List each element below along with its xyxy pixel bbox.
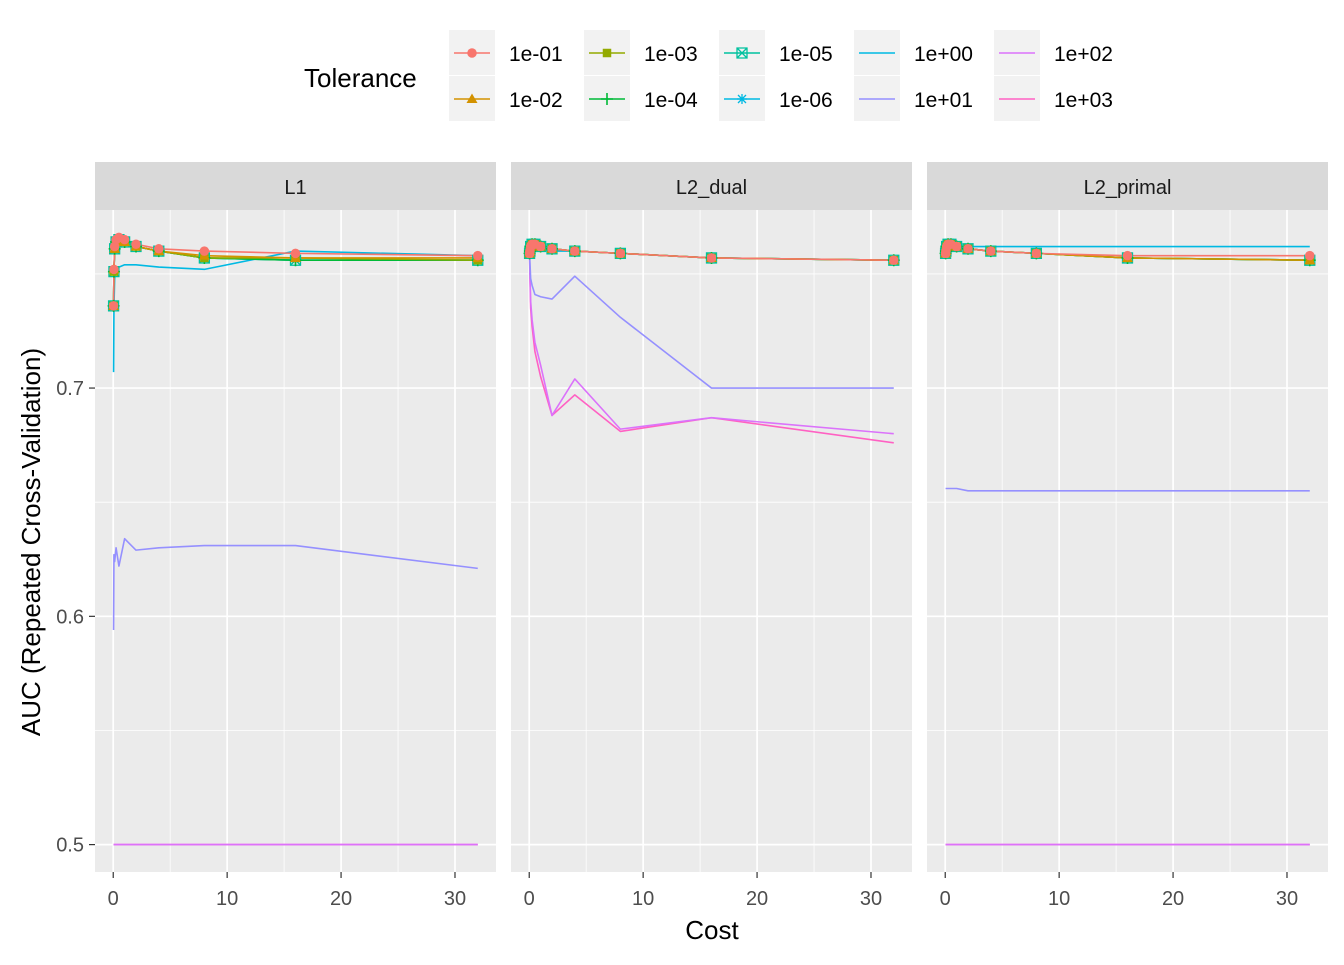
- legend-label: 1e-02: [509, 89, 563, 112]
- legend-label: 1e+03: [1054, 89, 1113, 112]
- legend-key-marker: [736, 47, 748, 59]
- legend-label: 1e+02: [1054, 43, 1113, 66]
- x-axis-title: Cost: [685, 915, 739, 945]
- x-tick-label: 0: [940, 888, 951, 910]
- axes: 0 10 20 30 0 10 20 30 0 10 20 30 0.5 0.6 0.7: [56, 378, 1298, 910]
- legend-label: 1e-05: [779, 43, 833, 66]
- legend-entry-1e-00: 1e+00: [854, 30, 973, 75]
- y-axis: 0.5 0.6 0.7: [56, 378, 95, 857]
- data-point: [108, 301, 119, 311]
- x-tick-label: 10: [216, 888, 238, 910]
- legend-entry-1e-02: 1e+02: [994, 30, 1113, 75]
- series-line-l2-dual-1e-01: [528, 253, 894, 389]
- x-tick-label: 20: [746, 888, 768, 910]
- data-point: [547, 244, 557, 254]
- legend-entry-1e-04: 1e-04: [584, 76, 698, 121]
- legend-entry-1e-03: 1e+03: [994, 76, 1113, 121]
- gridlines-l2-dual: [511, 210, 912, 872]
- strip-l1: [95, 162, 496, 210]
- legend-key-marker: [467, 48, 477, 58]
- legend-title: Tolerance: [304, 63, 417, 93]
- data-point: [131, 239, 141, 249]
- legend-label: 1e-06: [779, 89, 833, 112]
- legend-key-marker: [466, 93, 478, 103]
- legend-entry-1e-01: 1e+01: [854, 76, 973, 121]
- data-point: [615, 248, 626, 259]
- legend-entry-1e-02: 1e-02: [449, 76, 563, 121]
- legend-label: 1e+00: [914, 43, 973, 66]
- data-point: [535, 241, 546, 252]
- strip-label-l1: L1: [284, 177, 306, 199]
- facet-panels: L1 L2_dual L2_primal: [95, 162, 1328, 872]
- x-tick-label: 20: [330, 888, 352, 910]
- strip-label-l2-dual: L2_dual: [676, 177, 747, 199]
- data-point: [290, 248, 301, 259]
- panel-l2-primal: L2_primal: [927, 162, 1328, 872]
- series-points-l1-1e-01: [108, 232, 483, 311]
- data-point: [986, 246, 996, 256]
- x-tick-label: 10: [1048, 888, 1070, 910]
- plot-background-l2-dual: [511, 210, 912, 872]
- x-tick-label: 0: [524, 888, 535, 910]
- y-tick-label: 0.6: [56, 606, 84, 628]
- x-tick-label: 10: [632, 888, 654, 910]
- data-point: [1122, 250, 1133, 261]
- legend-entry-1e-01: 1e-01: [449, 30, 563, 75]
- series-line-l2-dual-1e-02: [528, 253, 894, 435]
- x-axis-l1: 0 10 20 30: [108, 872, 466, 910]
- legend-label: 1e-03: [644, 43, 698, 66]
- data-point: [706, 253, 717, 263]
- x-tick-label: 30: [860, 888, 882, 910]
- legend-label: 1e+01: [914, 89, 973, 112]
- series-layer-l1: [107, 232, 484, 846]
- series-points-l2-primal-1e-01: [940, 239, 1315, 261]
- legend: Tolerance 1e-01 1e-02 1e-03 1e-04 1e-05 1e-06 1…: [304, 30, 1113, 121]
- data-point: [570, 246, 580, 256]
- y-axis-title: AUC (Repeated Cross-Validation): [16, 348, 46, 736]
- strip-l2-dual: [511, 162, 912, 210]
- x-tick-label: 20: [1162, 888, 1184, 910]
- plot-background-l2-primal: [927, 210, 1328, 872]
- series-points-l2-dual-1e-01: [524, 239, 899, 265]
- data-point: [963, 244, 973, 254]
- data-point: [109, 264, 119, 275]
- panel-l2-dual: L2_dual: [511, 162, 912, 872]
- data-point: [154, 244, 164, 254]
- data-point: [1305, 250, 1315, 261]
- y-tick-label: 0.5: [56, 835, 84, 857]
- plot-background-l1: [95, 210, 496, 872]
- series-line-l1-1e-01: [112, 537, 478, 631]
- data-point: [951, 241, 962, 252]
- data-point: [119, 234, 130, 245]
- data-point: [199, 246, 210, 256]
- y-tick-label: 0.7: [56, 378, 84, 400]
- panel-l1: L1: [95, 162, 496, 872]
- series-line-l2-primal-1e-01: [945, 487, 1310, 492]
- x-axis-l2-dual: 0 10 20 30: [524, 872, 882, 910]
- data-point: [1031, 248, 1042, 259]
- x-axis-l2-primal: 0 10 20 30: [940, 872, 1298, 910]
- x-tick-label: 30: [444, 888, 466, 910]
- legend-entry-1e-06: 1e-06: [719, 76, 833, 121]
- legend-entry-1e-03: 1e-03: [584, 30, 698, 75]
- strip-l2-primal: [927, 162, 1328, 210]
- x-tick-label: 30: [1276, 888, 1298, 910]
- series-layer-l2-dual: [523, 238, 900, 444]
- x-tick-label: 0: [108, 888, 119, 910]
- data-point: [473, 250, 483, 261]
- legend-key-marker: [601, 93, 613, 105]
- legend-label: 1e-01: [509, 43, 563, 66]
- data-point: [889, 255, 899, 265]
- legend-key-marker: [737, 94, 747, 104]
- strip-label-l2-primal: L2_primal: [1084, 177, 1172, 199]
- legend-key-marker: [602, 48, 612, 58]
- legend-label: 1e-04: [644, 89, 698, 112]
- legend-entry-1e-05: 1e-05: [719, 30, 833, 75]
- series-layer-l2-primal: [939, 238, 1316, 846]
